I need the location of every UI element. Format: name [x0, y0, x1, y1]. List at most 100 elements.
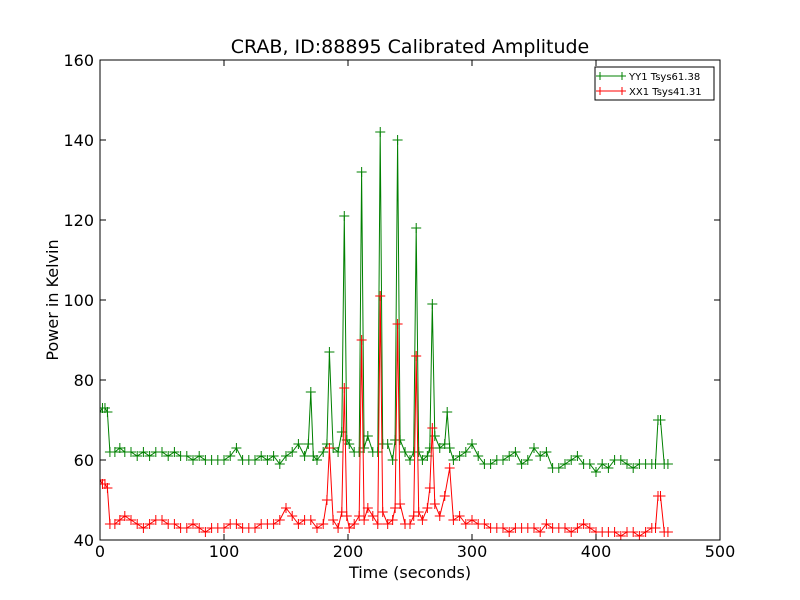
data-point	[250, 455, 260, 465]
x-tick-label: 200	[333, 542, 364, 561]
data-point	[219, 455, 229, 465]
data-point	[157, 515, 167, 525]
data-point	[256, 451, 267, 461]
chart-title: CRAB, ID:88895 Calibrated Amplitude	[231, 36, 590, 58]
data-point	[377, 507, 388, 517]
data-point	[356, 167, 367, 177]
data-point	[615, 531, 626, 540]
data-point	[529, 523, 539, 533]
data-point	[321, 495, 332, 505]
data-point	[372, 519, 383, 529]
data-point	[144, 451, 155, 461]
data-point	[387, 515, 398, 525]
data-point	[609, 527, 620, 537]
data-point	[603, 463, 614, 473]
data-point	[498, 455, 508, 465]
data-point	[144, 519, 155, 529]
legend: YY1 Tsys61.38 XX1 Tsys41.31	[594, 66, 715, 101]
data-point	[560, 523, 570, 533]
data-point	[467, 515, 477, 525]
data-point	[434, 443, 445, 453]
data-point	[422, 503, 433, 513]
data-point	[473, 451, 484, 461]
data-point	[427, 299, 438, 309]
data-point	[169, 447, 180, 457]
data-point	[287, 511, 298, 521]
data-point	[522, 455, 533, 465]
data-point	[572, 523, 583, 533]
x-tick-label: 500	[705, 542, 736, 561]
data-point	[655, 491, 666, 501]
data-point	[312, 455, 322, 465]
legend-entry-label: YY1 Tsys61.38	[628, 72, 700, 83]
data-point	[413, 447, 424, 457]
data-point	[628, 463, 639, 473]
data-point	[305, 515, 316, 525]
data-point	[126, 515, 136, 525]
data-point	[448, 455, 459, 465]
data-point	[650, 459, 661, 469]
data-point	[424, 483, 435, 493]
data-point	[662, 459, 673, 469]
data-point	[339, 211, 350, 221]
data-point	[634, 531, 645, 540]
data-point	[439, 439, 450, 449]
y-tick-label: 60	[74, 451, 94, 470]
y-tick-label: 80	[74, 371, 94, 390]
data-point	[281, 503, 291, 513]
data-point	[628, 527, 639, 537]
data-point	[375, 291, 386, 301]
data-point	[615, 455, 626, 465]
data-point	[662, 527, 673, 537]
data-point	[344, 439, 355, 449]
data-point	[225, 451, 236, 461]
data-point	[444, 443, 455, 453]
data-point	[572, 451, 583, 461]
data-point	[485, 459, 496, 469]
plot-area	[100, 127, 673, 540]
data-point	[584, 523, 595, 533]
data-point	[622, 459, 632, 469]
data-point	[100, 479, 110, 489]
legend-marker	[618, 72, 626, 80]
data-point	[157, 447, 167, 457]
x-tick-label: 300	[457, 542, 488, 561]
x-tick-label: 400	[581, 542, 612, 561]
data-point	[126, 447, 136, 457]
data-point	[109, 519, 120, 529]
data-point	[650, 523, 661, 533]
data-point	[100, 475, 105, 485]
data-point	[102, 407, 113, 417]
y-axis-label: Power in Kelvin	[43, 239, 62, 360]
data-point	[119, 511, 130, 521]
y-tick-label: 140	[63, 131, 94, 150]
data-point	[303, 439, 314, 449]
data-point	[293, 439, 304, 449]
series-group	[100, 127, 673, 540]
data-point	[359, 443, 370, 453]
data-point	[287, 447, 298, 457]
legend-entry-label: XX1 Tsys41.31	[629, 87, 702, 98]
data-point	[219, 523, 229, 533]
data-point	[411, 351, 422, 361]
data-point	[132, 451, 143, 461]
data-point	[498, 523, 508, 533]
data-point	[408, 511, 419, 521]
data-point	[395, 499, 406, 509]
data-point	[535, 527, 546, 537]
data-point	[541, 447, 552, 457]
data-point	[429, 499, 440, 509]
data-point	[390, 503, 401, 513]
data-point	[293, 519, 304, 529]
data-point	[516, 459, 527, 469]
data-point	[367, 511, 378, 521]
data-point	[231, 443, 242, 453]
data-point	[299, 451, 310, 461]
data-point	[597, 459, 608, 469]
data-point	[318, 519, 329, 529]
data-point	[566, 527, 577, 537]
data-point	[194, 451, 205, 461]
data-point	[169, 519, 180, 529]
data-point	[578, 519, 589, 529]
